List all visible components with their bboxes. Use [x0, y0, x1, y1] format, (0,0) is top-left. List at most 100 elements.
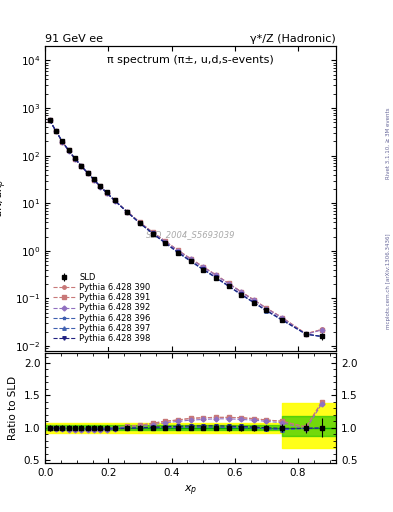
Pythia 6.428 398: [304, 331, 309, 337]
Pythia 6.428 398: [60, 139, 64, 145]
Pythia 6.428 396: [264, 308, 269, 314]
Pythia 6.428 396: [112, 197, 117, 203]
Pythia 6.428 396: [239, 292, 244, 298]
Line: Pythia 6.428 398: Pythia 6.428 398: [48, 118, 323, 338]
Pythia 6.428 397: [213, 275, 218, 281]
Pythia 6.428 397: [53, 128, 58, 134]
Pythia 6.428 397: [280, 317, 285, 323]
Pythia 6.428 392: [79, 163, 84, 169]
Pythia 6.428 396: [163, 240, 168, 246]
Pythia 6.428 390: [104, 189, 109, 196]
Pythia 6.428 390: [201, 264, 206, 270]
Pythia 6.428 390: [66, 147, 71, 154]
Pythia 6.428 397: [47, 117, 52, 123]
Text: 91 GeV ee: 91 GeV ee: [45, 33, 103, 44]
Pythia 6.428 396: [125, 209, 130, 215]
Text: Rivet 3.1.10, ≥ 3M events: Rivet 3.1.10, ≥ 3M events: [386, 108, 391, 179]
Pythia 6.428 390: [264, 305, 269, 311]
Pythia 6.428 391: [112, 198, 117, 204]
Pythia 6.428 391: [252, 297, 256, 303]
Pythia 6.428 391: [176, 247, 180, 253]
Pythia 6.428 398: [92, 177, 96, 183]
Pythia 6.428 392: [98, 184, 103, 190]
Pythia 6.428 398: [280, 317, 285, 323]
Pythia 6.428 398: [239, 291, 244, 297]
Pythia 6.428 391: [92, 177, 96, 183]
Pythia 6.428 392: [163, 239, 168, 245]
Pythia 6.428 390: [188, 255, 193, 262]
Pythia 6.428 391: [60, 138, 64, 144]
Pythia 6.428 398: [213, 274, 218, 281]
Pythia 6.428 390: [163, 238, 168, 244]
Pythia 6.428 390: [98, 183, 103, 189]
Pythia 6.428 392: [213, 272, 218, 279]
Pythia 6.428 392: [264, 306, 269, 312]
Pythia 6.428 396: [138, 220, 142, 226]
Pythia 6.428 392: [226, 281, 231, 287]
Pythia 6.428 397: [188, 258, 193, 264]
Pythia 6.428 391: [239, 289, 244, 295]
Pythia 6.428 396: [320, 333, 324, 339]
Pythia 6.428 398: [176, 249, 180, 255]
Pythia 6.428 391: [79, 163, 84, 169]
Text: γ*/Z (Hadronic): γ*/Z (Hadronic): [250, 33, 336, 44]
Pythia 6.428 398: [252, 300, 256, 306]
Pythia 6.428 398: [264, 307, 269, 313]
Pythia 6.428 397: [150, 230, 155, 237]
Pythia 6.428 392: [201, 264, 206, 270]
Y-axis label: dN/dx$_p$: dN/dx$_p$: [0, 179, 9, 218]
Pythia 6.428 398: [73, 156, 77, 162]
Pythia 6.428 396: [188, 258, 193, 264]
Pythia 6.428 396: [201, 267, 206, 273]
Pythia 6.428 391: [304, 331, 309, 337]
Pythia 6.428 398: [150, 230, 155, 237]
Line: Pythia 6.428 390: Pythia 6.428 390: [48, 118, 323, 335]
Pythia 6.428 398: [138, 220, 142, 226]
Pythia 6.428 396: [304, 331, 309, 337]
Pythia 6.428 392: [66, 148, 71, 154]
Pythia 6.428 391: [320, 327, 324, 333]
Pythia 6.428 390: [138, 219, 142, 225]
Pythia 6.428 397: [176, 249, 180, 255]
Pythia 6.428 390: [252, 297, 256, 303]
Pythia 6.428 398: [98, 183, 103, 189]
Pythia 6.428 391: [104, 189, 109, 196]
Pythia 6.428 390: [304, 331, 309, 337]
X-axis label: $x_p$: $x_p$: [184, 484, 197, 498]
Line: Pythia 6.428 391: Pythia 6.428 391: [48, 118, 323, 335]
Pythia 6.428 390: [150, 229, 155, 236]
Pythia 6.428 397: [264, 308, 269, 314]
Pythia 6.428 398: [201, 266, 206, 272]
Pythia 6.428 396: [150, 230, 155, 237]
Pythia 6.428 398: [66, 147, 71, 154]
Pythia 6.428 398: [226, 283, 231, 289]
Pythia 6.428 396: [73, 155, 77, 161]
Pythia 6.428 392: [104, 190, 109, 196]
Pythia 6.428 397: [201, 267, 206, 273]
Pythia 6.428 392: [280, 315, 285, 321]
Pythia 6.428 391: [264, 305, 269, 311]
Pythia 6.428 391: [280, 314, 285, 321]
Pythia 6.428 391: [163, 238, 168, 244]
Pythia 6.428 398: [85, 170, 90, 176]
Pythia 6.428 397: [104, 189, 109, 196]
Pythia 6.428 392: [125, 209, 130, 215]
Pythia 6.428 397: [85, 169, 90, 176]
Pythia 6.428 397: [60, 138, 64, 144]
Pythia 6.428 398: [79, 163, 84, 169]
Pythia 6.428 390: [226, 280, 231, 286]
Pythia 6.428 396: [98, 183, 103, 189]
Pythia 6.428 396: [213, 275, 218, 281]
Pythia 6.428 391: [201, 264, 206, 270]
Pythia 6.428 398: [112, 198, 117, 204]
Pythia 6.428 392: [92, 177, 96, 183]
Pythia 6.428 392: [53, 128, 58, 134]
Pythia 6.428 397: [98, 183, 103, 189]
Pythia 6.428 392: [239, 289, 244, 295]
Pythia 6.428 397: [239, 292, 244, 298]
Pythia 6.428 391: [85, 170, 90, 176]
Pythia 6.428 392: [138, 220, 142, 226]
Pythia 6.428 396: [47, 117, 52, 123]
Pythia 6.428 391: [138, 219, 142, 225]
Pythia 6.428 390: [85, 170, 90, 176]
